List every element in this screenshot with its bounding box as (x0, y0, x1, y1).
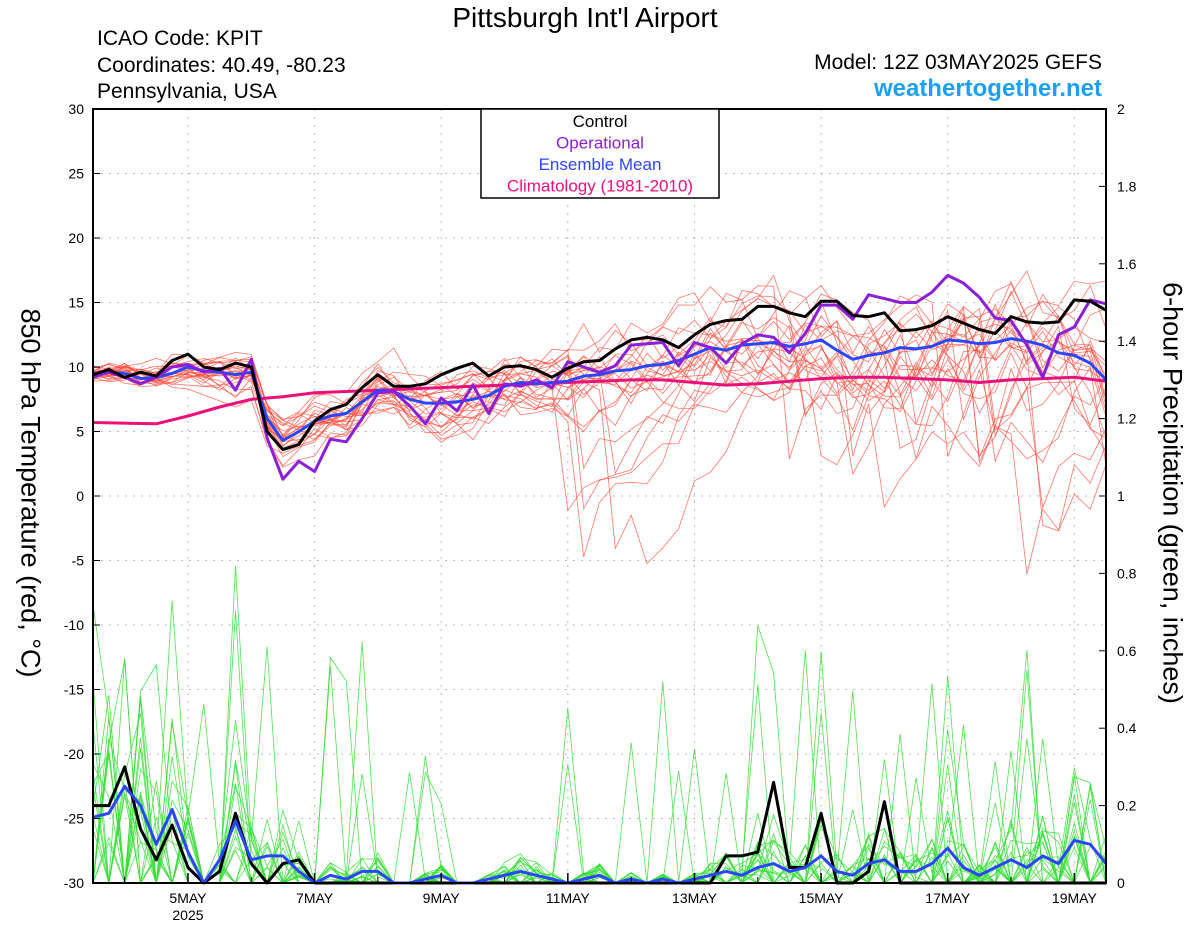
ensemble-members-precipitation (92, 565, 1107, 885)
y2-tick-label: 2 (1117, 101, 1125, 117)
y-tick-label: -10 (64, 617, 84, 633)
legend: Control Operational Ensemble Mean Climatolo… (480, 108, 720, 199)
x-tick-sublabel: 2025 (172, 907, 203, 923)
y2-tick-label: 1 (1117, 488, 1125, 504)
y-tick-label: -5 (72, 553, 85, 569)
y-tick-label: 10 (68, 359, 84, 375)
x-tick-label: 15MAY (799, 890, 845, 906)
member-temp-line (92, 300, 1107, 454)
y-tick-label: -25 (64, 811, 84, 827)
ensemble-mean-temp-line (92, 337, 1108, 442)
y2-tick-label: 0.6 (1117, 643, 1137, 659)
member-precip-line (93, 681, 1107, 885)
website-link[interactable]: weathertogether.net (873, 75, 1102, 102)
climatology-line (92, 375, 1107, 426)
y2-tick-label: 1.4 (1117, 333, 1137, 349)
y-tick-label: 30 (68, 101, 84, 117)
y-tick-label: -15 (64, 682, 84, 698)
y-tick-label: -30 (64, 875, 84, 891)
y2-tick-label: 0 (1117, 875, 1125, 891)
y-axis-left-ticks: 30 25 20 15 10 5 0 -5 -10 -15 -20 -25 -30 (64, 101, 100, 891)
legend-entry: Control (573, 112, 628, 131)
control-temp-line (92, 298, 1107, 452)
member-temp-line (92, 308, 1107, 565)
ensemble-members-temperature (92, 270, 1107, 575)
member-temp-line (92, 295, 1107, 470)
series-lines (92, 273, 1108, 885)
y-tick-label: 5 (76, 424, 84, 440)
x-tick-label: 17MAY (925, 890, 971, 906)
y-axis-left-label: 850 hPa Temperature (red, °C) (15, 308, 46, 678)
y-axis-right-label: 6-hour Precipitation (green, inches) (1157, 282, 1188, 704)
y2-tick-label: 0.2 (1117, 798, 1137, 814)
model-run: Model: 12Z 03MAY2025 GEFS (814, 51, 1102, 74)
y-tick-label: 25 (68, 166, 84, 182)
legend-box (480, 108, 720, 199)
y-tick-label: 0 (76, 488, 84, 504)
y2-tick-label: 1.2 (1117, 411, 1137, 427)
y-tick-label: -20 (64, 746, 84, 762)
grid-lines (93, 109, 1106, 883)
x-tick-label: 5MAY (169, 890, 207, 906)
x-tick-label: 9MAY (423, 890, 461, 906)
y-tick-label: 15 (68, 295, 84, 311)
y2-tick-label: 1.8 (1117, 178, 1137, 194)
ensemble-mean-precip-line (92, 784, 1108, 885)
legend-entry: Operational (556, 134, 644, 153)
x-tick-label: 13MAY (672, 890, 718, 906)
y2-tick-label: 0.8 (1117, 565, 1137, 581)
y-axis-right-ticks: 2 1.8 1.6 1.4 1.2 1 0.8 0.6 0.4 0.2 0 (1099, 101, 1137, 891)
y2-tick-label: 0.4 (1117, 720, 1137, 736)
x-tick-label: 7MAY (296, 890, 334, 906)
icao-code: ICAO Code: KPIT (97, 27, 263, 50)
y-tick-label: 20 (68, 230, 84, 246)
chart-title: Pittsburgh Int'l Airport (452, 2, 718, 33)
legend-entry: Climatology (1981-2010) (507, 177, 693, 196)
legend-entry: Ensemble Mean (539, 155, 662, 174)
y2-tick-label: 1.6 (1117, 256, 1137, 272)
coordinates: Coordinates: 40.49, -80.23 (97, 54, 346, 77)
region: Pennsylvania, USA (97, 80, 277, 103)
x-tick-label: 11MAY (546, 890, 590, 906)
x-tick-label: 19MAY (1052, 890, 1098, 906)
member-precip-line (92, 680, 1106, 885)
